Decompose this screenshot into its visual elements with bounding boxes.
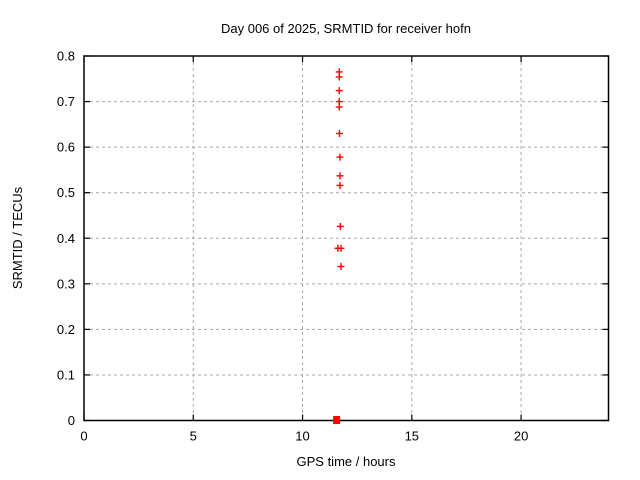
x-tick-label: 15 — [405, 429, 419, 444]
data-point-plus — [336, 222, 344, 230]
y-tick-label: 0.1 — [57, 367, 75, 382]
y-tick-label: 0.3 — [57, 276, 75, 291]
data-point-plus — [335, 103, 343, 111]
tick-layer — [83, 55, 609, 422]
data-point-square — [333, 416, 341, 424]
y-tick-label: 0.5 — [57, 185, 75, 200]
y-tick-label: 0.6 — [57, 140, 75, 155]
x-tick-label: 5 — [190, 429, 197, 444]
y-tick-label: 0.7 — [57, 94, 75, 109]
y-tick-label: 0 — [68, 413, 75, 428]
y-tick-label: 0.4 — [57, 231, 75, 246]
data-point-plus — [337, 262, 345, 270]
data-point-plus — [335, 129, 343, 137]
tick-labels: 0 5 10 15 20 0 0.1 0.2 0.3 0.4 0.5 0.6 0.7 0.8 — [57, 49, 528, 444]
data-points — [333, 68, 345, 424]
data-point-plus — [336, 172, 344, 180]
y-tick-label: 0.2 — [57, 322, 75, 337]
data-point-plus — [337, 244, 345, 252]
data-point-plus — [336, 153, 344, 161]
y-axis-title: SRMTID / TECUs — [10, 186, 25, 289]
x-tick-label: 20 — [514, 429, 528, 444]
y-tick-label: 0.8 — [57, 49, 75, 64]
grid-layer — [84, 56, 609, 421]
data-point-plus — [335, 87, 343, 95]
x-axis-title: GPS time / hours — [297, 454, 396, 469]
data-point-plus — [335, 73, 343, 81]
data-point-plus — [336, 181, 344, 189]
x-tick-label: 0 — [80, 429, 87, 444]
chart-title: Day 006 of 2025, SRMTID for receiver hof… — [221, 21, 471, 36]
x-tick-label: 10 — [295, 429, 309, 444]
